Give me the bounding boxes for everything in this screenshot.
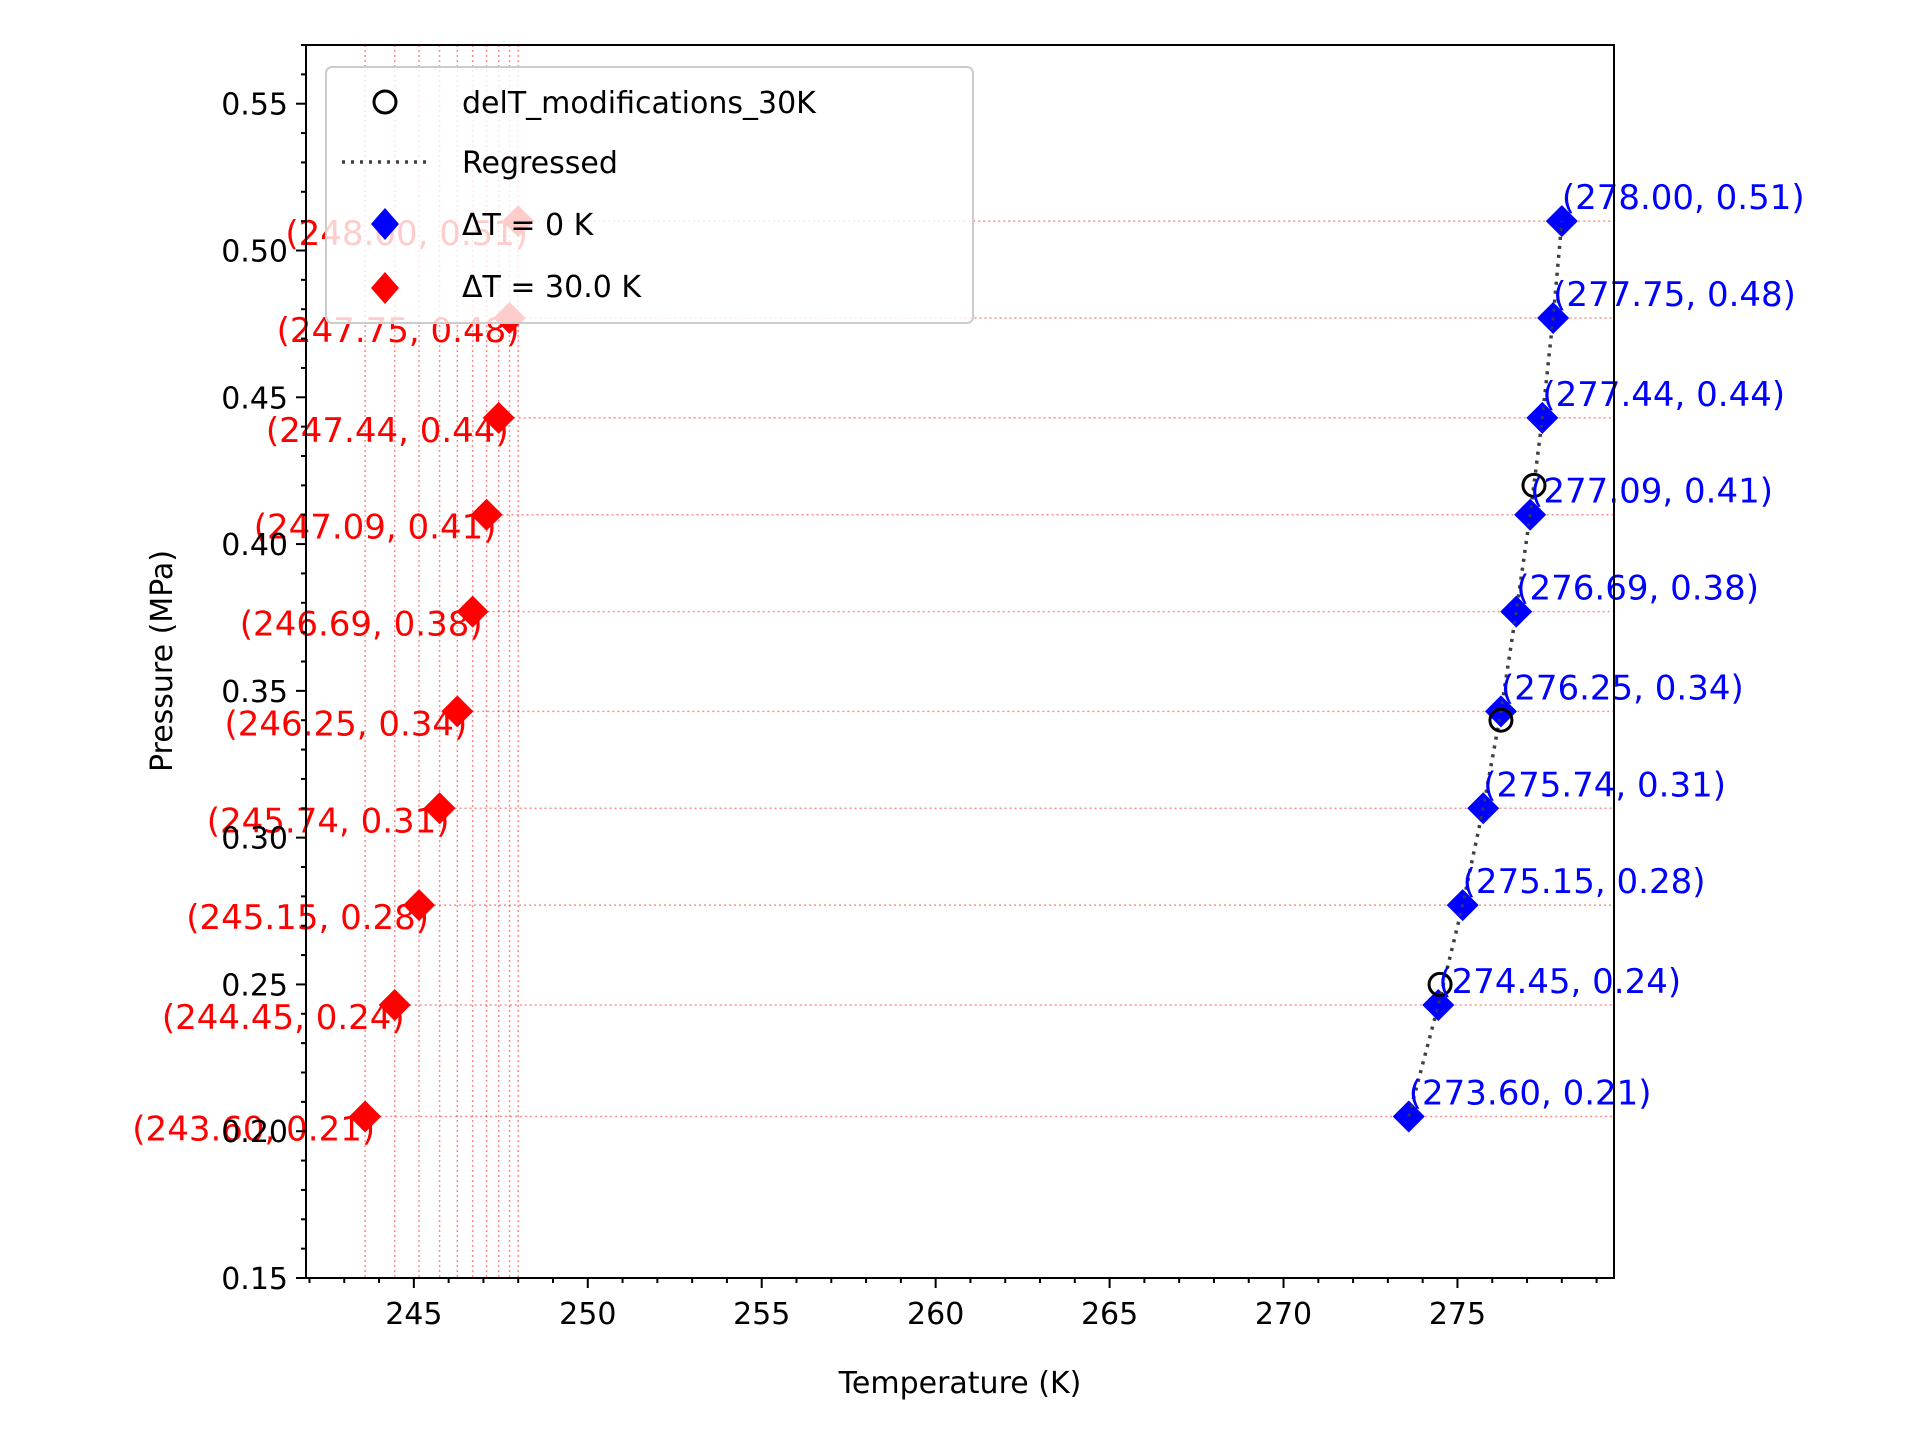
red-point-label: (246.25, 0.34) bbox=[224, 704, 467, 744]
y-tick-label: 0.30 bbox=[221, 822, 288, 857]
red-point-label: (244.45, 0.24) bbox=[162, 998, 405, 1038]
x-axis-title: Temperature (K) bbox=[838, 1366, 1082, 1401]
blue-point-label: (275.15, 0.28) bbox=[1463, 862, 1706, 902]
blue-point-label: (277.75, 0.48) bbox=[1553, 275, 1796, 315]
blue-point-label: (273.60, 0.21) bbox=[1409, 1074, 1652, 1114]
blue-point-label: (276.25, 0.34) bbox=[1501, 668, 1744, 708]
legend-open-circle-marker bbox=[372, 89, 398, 115]
y-axis-title: Pressure (MPa) bbox=[145, 550, 180, 772]
y-tick-label: 0.50 bbox=[221, 235, 288, 270]
blue-point-label: (275.74, 0.31) bbox=[1483, 765, 1726, 805]
red-point-label: (246.69, 0.38) bbox=[240, 605, 483, 645]
x-tick-label: 265 bbox=[1081, 1297, 1138, 1332]
blue-diamond-point bbox=[1500, 595, 1533, 628]
red-diamond-point bbox=[378, 988, 411, 1021]
red-diamond-point bbox=[349, 1100, 382, 1133]
open-circle-point bbox=[1427, 971, 1453, 997]
red-diamond-point bbox=[470, 498, 503, 531]
legend-label-delta-30: ΔT = 30.0 K bbox=[462, 270, 642, 305]
red-point-label: (247.44, 0.44) bbox=[266, 411, 509, 451]
legend-blue-diamond-marker bbox=[371, 208, 399, 240]
legend-label-delta-0: ΔT = 0 K bbox=[462, 208, 595, 243]
y-tick-label: 0.20 bbox=[221, 1115, 288, 1150]
blue-diamond-point bbox=[1422, 988, 1455, 1021]
blue-point-label: (278.00, 0.51) bbox=[1562, 178, 1805, 218]
y-axis: 0.15 0.20 0.25 0.30 0.35 0.40 0.45 0.50 0.55 bbox=[221, 44, 306, 1297]
x-axis: 245 250 255 260 265 270 275 bbox=[308, 1278, 1598, 1332]
open-circle-point bbox=[1488, 707, 1514, 733]
y-tick-label: 0.55 bbox=[221, 88, 288, 123]
red-diamond-point bbox=[441, 695, 474, 728]
red-point-label: (247.09, 0.41) bbox=[254, 508, 497, 548]
red-point-label: (245.15, 0.28) bbox=[186, 898, 429, 938]
legend-label-delt-modifications: delT_modifications_30K bbox=[462, 86, 817, 121]
red-diamond-point bbox=[482, 401, 515, 434]
y-tick-label: 0.15 bbox=[221, 1262, 288, 1297]
blue-point-label: (276.69, 0.38) bbox=[1516, 569, 1759, 609]
x-tick-label: 270 bbox=[1255, 1297, 1312, 1332]
point-label-layer: (273.60, 0.21) (274.45, 0.24) (275.15, 0.2… bbox=[132, 178, 1804, 1149]
y-tick-label: 0.40 bbox=[221, 528, 288, 563]
legend-box bbox=[325, 66, 974, 324]
legend-label-regressed: Regressed bbox=[462, 146, 618, 181]
x-tick-label: 245 bbox=[385, 1297, 442, 1332]
blue-point-label: (277.44, 0.44) bbox=[1542, 375, 1785, 415]
red-diamond-point bbox=[423, 792, 456, 825]
red-diamond-point bbox=[456, 595, 489, 628]
y-tick-label: 0.45 bbox=[221, 381, 288, 416]
blue-point-label: (277.09, 0.41) bbox=[1530, 472, 1773, 512]
legend-red-diamond-marker bbox=[371, 272, 399, 304]
x-tick-label: 260 bbox=[907, 1297, 964, 1332]
marker-layer bbox=[349, 205, 1578, 1133]
red-point-label: (245.74, 0.31) bbox=[207, 801, 450, 841]
open-circle-point bbox=[1521, 472, 1547, 498]
legend: delT_modifications_30K Regressed ΔT = 0 … bbox=[325, 66, 974, 324]
x-tick-label: 275 bbox=[1429, 1297, 1486, 1332]
blue-point-label: (274.45, 0.24) bbox=[1438, 962, 1681, 1002]
y-tick-label: 0.35 bbox=[221, 675, 288, 710]
red-diamond-point bbox=[403, 889, 436, 922]
red-point-label: (243.60, 0.21) bbox=[132, 1110, 375, 1150]
x-tick-label: 250 bbox=[559, 1297, 616, 1332]
x-tick-label: 255 bbox=[733, 1297, 790, 1332]
y-tick-label: 0.25 bbox=[221, 968, 288, 1003]
